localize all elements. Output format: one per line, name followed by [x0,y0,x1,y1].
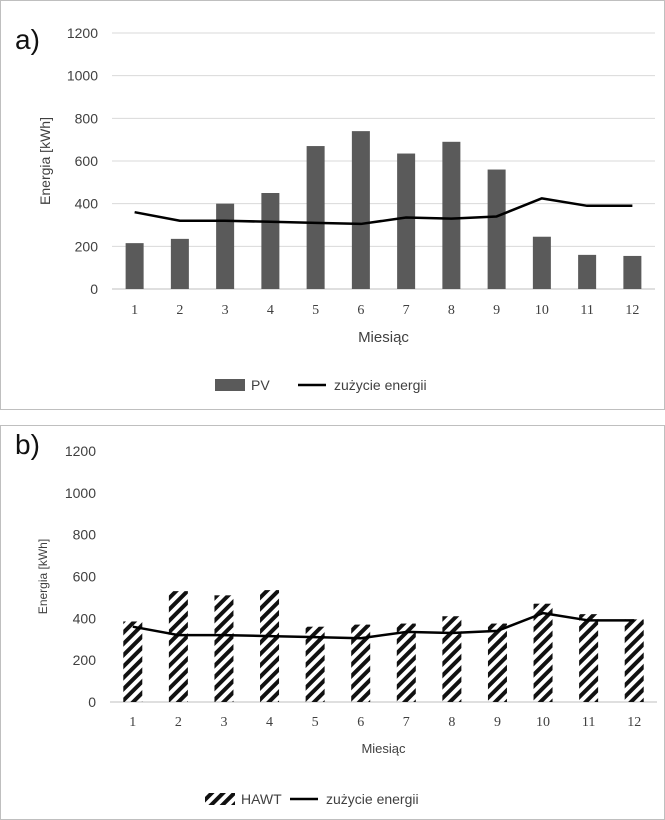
y-tick-label: 1200 [65,443,96,459]
x-axis-label: Miesiąc [358,329,409,346]
y-tick-label: 1200 [67,25,98,41]
legend-label-bar: PV [251,377,270,393]
x-tick-label: 12 [627,715,641,730]
x-tick-label: 10 [536,715,550,730]
legend-label-line: zużycie energii [334,377,427,393]
y-tick-label: 400 [75,196,99,212]
x-tick-label: 1 [131,303,138,318]
bar [125,243,144,289]
bar [260,590,280,702]
x-tick-label: 2 [175,715,182,730]
bar [261,193,280,289]
y-tick-label: 1000 [65,485,96,501]
x-tick-label: 11 [582,715,595,730]
y-tick-label: 0 [88,694,96,710]
x-axis-label: Miesiąc [361,741,406,756]
x-tick-label: 4 [267,303,274,318]
bar [442,141,461,289]
x-tick-label: 3 [222,303,229,318]
x-tick-label: 11 [580,303,593,318]
legend: PV zużycie energii [215,377,427,393]
chart-border [0,425,665,820]
bar [168,591,188,702]
x-tick-label: 6 [357,715,364,730]
bar [351,131,370,289]
bar [396,623,416,702]
y-tick-label: 200 [75,238,99,254]
y-tick-label: 800 [73,527,97,543]
x-tick-label: 10 [535,303,549,318]
legend-label-line: zużycie energii [326,791,419,807]
x-tick-label: 6 [357,303,364,318]
panel-label: b) [15,429,40,460]
x-tick-label: 2 [176,303,183,318]
y-tick-label: 800 [75,110,99,126]
x-tick-label: 4 [266,715,273,730]
y-axis-label: Energia [kWh] [37,117,53,205]
y-tick-label: 600 [73,569,97,585]
y-tick-label: 400 [73,610,97,626]
legend-swatch-bar [205,793,235,805]
legend-label-bar: HAWT [241,791,282,807]
x-tick-label: 9 [493,303,500,318]
x-tick-label: 1 [129,715,136,730]
bar [487,623,507,702]
x-tick-label: 9 [494,715,501,730]
legend-swatch-bar [215,379,245,391]
bar [533,603,553,702]
panel-label: a) [15,24,40,55]
bar [579,614,599,702]
x-tick-label: 8 [448,715,455,730]
x-tick-label: 3 [220,715,227,730]
bar [442,616,462,702]
bar [532,236,551,289]
chart-panel-a: a) 0 200 400 600 800 1000 1200 1 2 3 4 5 6 7 8 9 10 11 12 M… [0,0,665,410]
x-tick-label: 7 [403,715,410,730]
chart-border [0,0,665,410]
x-tick-label: 12 [625,303,639,318]
x-tick-label: 8 [448,303,455,318]
x-tick-label: 5 [312,715,319,730]
y-tick-label: 0 [90,281,98,297]
bar [306,146,325,289]
y-tick-label: 200 [73,652,97,668]
bar [351,624,371,702]
bar [624,619,644,702]
consumption-line [132,611,635,640]
bar [487,169,506,289]
consumption-line [134,197,633,226]
y-axis-label: Energia [kWh] [36,539,50,614]
bar [623,255,642,289]
bar [216,203,235,289]
x-tick-label: 7 [403,303,410,318]
bar [305,626,325,702]
y-tick-label: 600 [75,153,99,169]
y-tick-label: 1000 [67,68,98,84]
bar [578,254,597,289]
bar [214,595,234,702]
legend: HAWT zużycie energii [205,791,419,807]
x-tick-label: 5 [312,303,319,318]
chart-panel-b: b) 0 200 400 600 800 1000 1200 1 2 3 4 5 6 7 8 9 10 11 12 M… [0,425,665,820]
bar [170,238,189,289]
bar [123,621,143,702]
bar [397,153,416,289]
